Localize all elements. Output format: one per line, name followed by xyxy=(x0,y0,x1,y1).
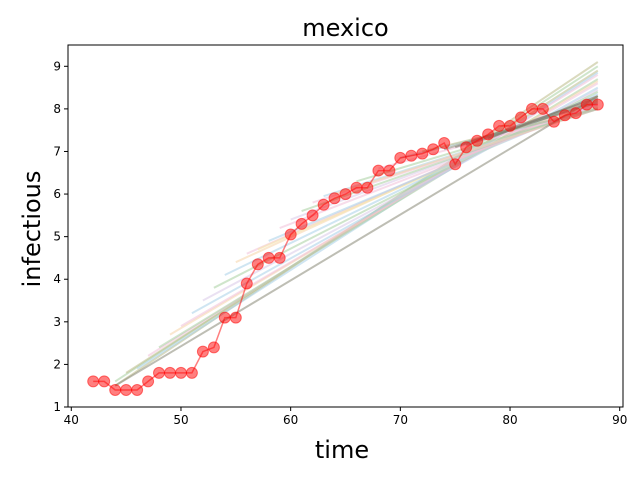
observed-point xyxy=(536,102,549,115)
fit-line-31 xyxy=(487,95,599,140)
observed-point xyxy=(394,151,407,164)
observed-point xyxy=(591,98,604,111)
observed-point xyxy=(109,384,122,396)
observed-point xyxy=(515,111,527,124)
observed-point xyxy=(569,107,582,120)
observed-point xyxy=(383,164,396,177)
observed-point xyxy=(120,384,133,396)
observed-point xyxy=(372,164,385,177)
observed-point xyxy=(207,341,220,354)
x-tick-label: 80 xyxy=(502,413,517,427)
observed-point xyxy=(284,228,297,241)
observed-point xyxy=(273,251,286,264)
observed-point xyxy=(153,366,165,379)
observed-point xyxy=(295,217,308,230)
observed-point xyxy=(526,102,538,115)
observed-point xyxy=(262,251,275,264)
y-tick-label: 5 xyxy=(53,230,61,244)
x-tick-label: 50 xyxy=(173,413,188,427)
y-tick-label: 1 xyxy=(53,400,61,414)
x-tick-label: 70 xyxy=(393,413,408,427)
observed-point xyxy=(131,384,144,396)
observed-point xyxy=(427,143,440,156)
y-tick-label: 4 xyxy=(53,272,61,286)
observed-point xyxy=(218,311,231,324)
x-tick-label: 40 xyxy=(64,413,79,427)
observed-point xyxy=(328,192,341,205)
observed-point xyxy=(339,188,352,201)
observed-point xyxy=(449,158,462,171)
y-axis-ticks: 1 2 3 4 5 6 7 8 9 xyxy=(53,59,68,414)
x-axis-label: time xyxy=(315,436,369,464)
observed-point xyxy=(482,128,495,141)
observed-point xyxy=(185,366,198,379)
observed-point xyxy=(471,134,484,147)
observed-point xyxy=(361,181,374,194)
y-tick-label: 3 xyxy=(53,315,61,329)
x-axis-ticks: 40 50 60 70 80 90 xyxy=(64,407,627,427)
observed-point xyxy=(416,147,429,160)
observed-point xyxy=(460,141,473,154)
observed-point xyxy=(98,375,111,388)
observed-point xyxy=(493,119,506,132)
observed-point xyxy=(251,258,264,271)
observed-point xyxy=(558,109,571,122)
observed-point xyxy=(580,98,593,111)
observed-point xyxy=(87,375,100,388)
observed-series xyxy=(87,98,604,396)
x-tick-label: 90 xyxy=(612,413,627,427)
plot-area xyxy=(68,45,623,407)
observed-point xyxy=(164,366,176,379)
observed-point xyxy=(350,181,363,194)
observed-point xyxy=(196,345,209,358)
x-tick-label: 60 xyxy=(283,413,298,427)
observed-point xyxy=(438,137,451,149)
observed-point xyxy=(405,149,418,162)
observed-point xyxy=(306,209,319,222)
y-tick-label: 7 xyxy=(53,144,61,158)
y-tick-label: 6 xyxy=(53,187,61,201)
y-tick-label: 8 xyxy=(53,102,61,116)
chart-title: mexico xyxy=(302,14,388,42)
observed-point xyxy=(175,366,187,379)
plot-frame xyxy=(67,44,624,408)
observed-point xyxy=(504,119,516,132)
observed-point xyxy=(317,198,330,211)
y-axis-label: infectious xyxy=(18,171,46,288)
y-tick-label: 2 xyxy=(53,357,61,371)
fit-line-27 xyxy=(114,95,599,387)
y-tick-label: 9 xyxy=(53,59,61,73)
observed-point xyxy=(142,375,155,388)
observed-point xyxy=(547,115,560,128)
observed-point xyxy=(240,277,253,290)
observed-point xyxy=(229,311,242,324)
